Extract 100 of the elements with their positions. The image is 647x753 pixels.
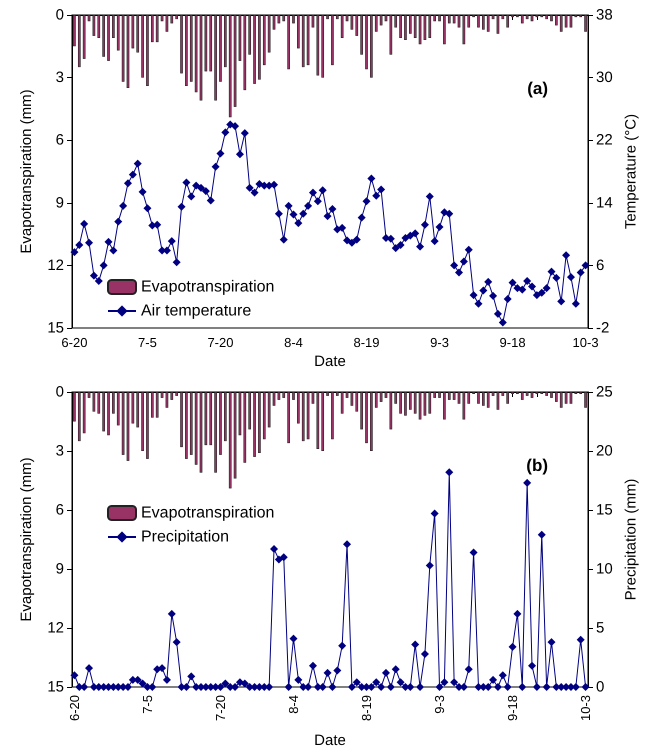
bar	[545, 15, 548, 20]
bar	[408, 15, 412, 34]
bar	[370, 15, 373, 78]
bar	[287, 15, 290, 70]
bar	[394, 15, 398, 28]
y2-tick-label: 20	[596, 442, 613, 460]
bar	[477, 392, 480, 404]
bar	[331, 15, 334, 66]
bar	[258, 392, 261, 453]
bar	[73, 392, 76, 422]
bar	[262, 15, 266, 66]
bar	[462, 15, 466, 44]
x-tick-label: 10-3	[578, 695, 594, 722]
bar	[180, 15, 183, 74]
bar	[408, 392, 412, 410]
bar	[185, 392, 188, 459]
bar	[126, 392, 130, 461]
bar	[278, 392, 280, 400]
bar	[424, 15, 426, 40]
bar	[467, 15, 470, 28]
bar	[209, 392, 212, 446]
y-tick-label: 12	[47, 620, 64, 636]
y-tick-label: 3	[56, 69, 64, 86]
annotation: (a)	[527, 79, 548, 98]
x-axis-title: Date	[314, 732, 346, 749]
bar	[462, 392, 466, 420]
bar	[452, 392, 456, 400]
bar	[194, 392, 198, 465]
bar	[200, 15, 202, 101]
x-tick-label: 8-19	[353, 335, 380, 350]
y-tick-label: 12	[47, 256, 64, 274]
y2-tick-label: 22	[596, 132, 613, 149]
bar	[170, 392, 174, 400]
bar	[350, 15, 354, 30]
bar	[399, 15, 402, 38]
y-tick-label: 15	[47, 320, 64, 336]
bar	[112, 15, 115, 38]
bar	[88, 15, 90, 22]
bar	[384, 15, 388, 22]
bar	[570, 392, 572, 404]
bar	[116, 392, 120, 426]
y2-tick-label: 15	[596, 502, 613, 518]
bar	[268, 392, 270, 428]
bar	[555, 392, 558, 402]
bar	[262, 392, 266, 440]
x-tick-label: 9-3	[432, 695, 448, 714]
bar	[365, 15, 368, 70]
bar	[312, 15, 314, 28]
bar	[282, 15, 286, 22]
x-tick-label: 7-5	[140, 695, 155, 714]
bar	[316, 15, 320, 76]
bar	[102, 392, 105, 432]
bar	[107, 392, 110, 436]
bar	[234, 392, 236, 479]
bar	[166, 15, 168, 32]
bar	[219, 392, 222, 455]
bar	[374, 15, 378, 32]
bar	[190, 392, 193, 455]
bar	[292, 15, 295, 24]
bar	[492, 392, 494, 396]
bar	[424, 392, 426, 416]
bar	[340, 15, 344, 38]
bar	[272, 15, 276, 30]
bar	[136, 392, 140, 428]
bar	[380, 392, 382, 402]
bar	[501, 15, 504, 20]
bar	[204, 392, 208, 446]
bar	[428, 392, 432, 414]
y2-tick-label: 0	[596, 678, 604, 696]
y2-tick-label: 25	[596, 384, 613, 400]
bar	[228, 392, 232, 488]
bar	[156, 15, 159, 42]
bar	[306, 15, 310, 66]
bar	[326, 15, 329, 20]
bar	[496, 392, 500, 410]
bar	[253, 15, 256, 84]
bar	[150, 15, 154, 42]
bar	[228, 15, 232, 118]
legend-label: Air temperature	[141, 302, 252, 320]
bar	[146, 392, 149, 459]
bar	[224, 392, 227, 442]
bar	[126, 15, 130, 88]
bar	[458, 392, 460, 404]
bar	[404, 15, 407, 40]
y-axis-title: Evapotranspiration (mm)	[18, 89, 35, 254]
bar	[390, 15, 392, 55]
y-tick-label: 15	[47, 678, 64, 696]
bar	[248, 392, 252, 430]
bar	[194, 15, 198, 92]
bar	[88, 392, 90, 398]
x-tick-label: 8-4	[286, 695, 301, 714]
bar	[136, 15, 140, 53]
bar	[433, 15, 436, 22]
bar	[214, 15, 217, 101]
bar	[82, 392, 86, 434]
x-tick-label: 7-20	[207, 335, 234, 350]
bar	[486, 392, 490, 408]
x-tick-label: 6-20	[66, 695, 82, 722]
bar	[370, 392, 373, 451]
bar	[418, 392, 422, 420]
